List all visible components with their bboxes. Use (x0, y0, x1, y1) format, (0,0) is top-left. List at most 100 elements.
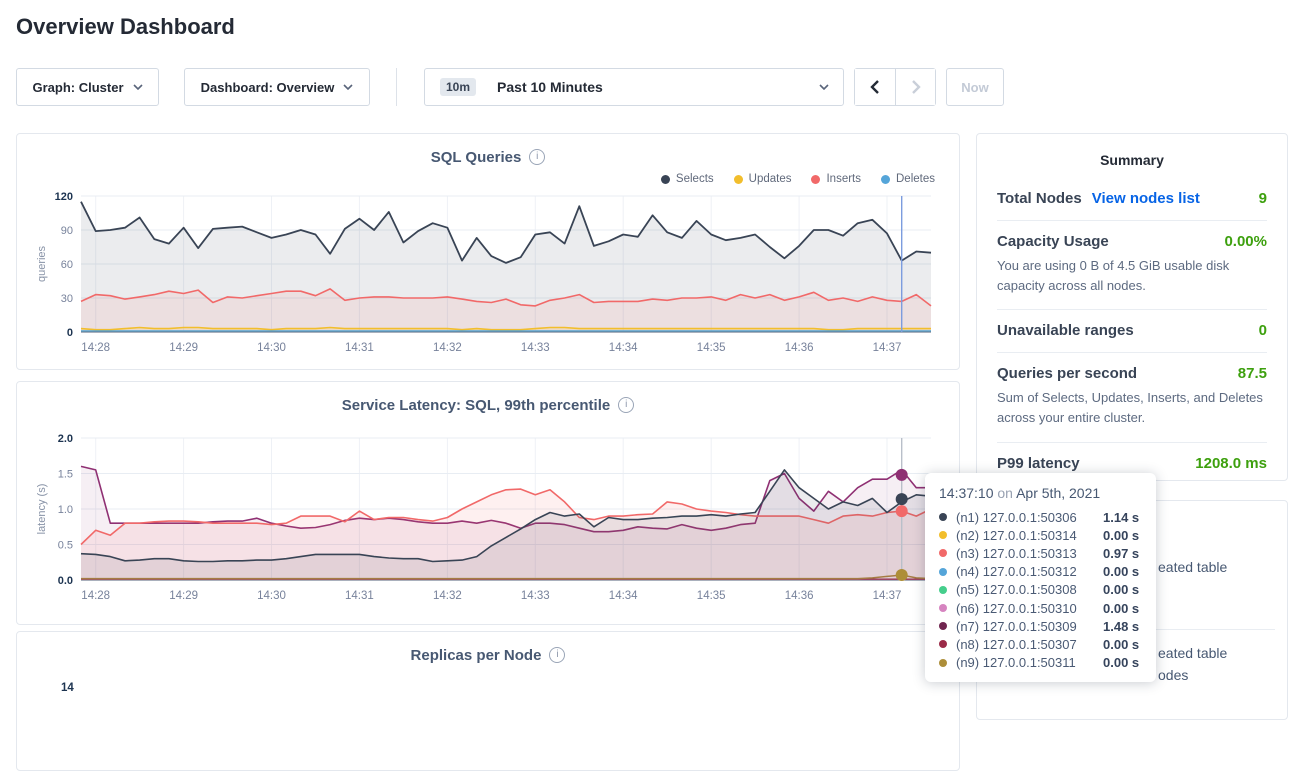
time-prev-button[interactable] (855, 69, 895, 105)
summary-card: Summary Total Nodes View nodes list 9 Ca… (976, 133, 1288, 481)
node-color-dot (939, 531, 947, 540)
svg-text:0.0: 0.0 (58, 575, 73, 587)
summary-row-capacity: Capacity Usage 0.00% You are using 0 B o… (997, 221, 1267, 311)
tooltip-node-row: (n6) 127.0.0.1:50310 0.00 s (939, 599, 1142, 617)
info-icon[interactable]: i (529, 149, 546, 165)
node-address: (n7) 127.0.0.1:50309 (956, 618, 1077, 634)
node-color-dot (939, 549, 947, 558)
tooltip-node-row: (n4) 127.0.0.1:50312 0.00 s (939, 563, 1142, 581)
svg-text:14:35: 14:35 (697, 590, 726, 602)
node-color-dot (939, 513, 947, 522)
legend-dot (733, 174, 743, 184)
svg-text:14:32: 14:32 (433, 590, 462, 602)
legend-dot (811, 174, 821, 184)
summary-row-unavailable-ranges: Unavailable ranges 0 (997, 310, 1267, 354)
node-address: (n2) 127.0.0.1:50314 (956, 527, 1077, 543)
summary-value: 87.5 (1237, 365, 1267, 383)
node-latency-value: 0.00 s (1103, 636, 1140, 652)
node-latency-value: 0.00 s (1103, 655, 1140, 671)
svg-text:90: 90 (61, 225, 73, 237)
graph-dropdown[interactable]: Graph: Cluster (16, 68, 159, 106)
summary-label: Queries per second (997, 365, 1138, 383)
legend-dot (881, 174, 890, 184)
svg-text:0: 0 (67, 327, 73, 339)
summary-value: 9 (1258, 190, 1267, 207)
graph-dropdown-label: Graph: Cluster (32, 79, 124, 95)
node-latency-value: 1.48 s (1103, 618, 1140, 634)
svg-text:14:29: 14:29 (169, 342, 198, 354)
svg-text:14:35: 14:35 (697, 342, 726, 354)
time-now-button[interactable]: Now (946, 68, 1004, 106)
tooltip-node-row: (n9) 127.0.0.1:50311 0.00 s (939, 654, 1142, 672)
node-latency-value: 0.00 s (1103, 582, 1140, 598)
node-color-dot (939, 640, 947, 649)
summary-desc: Sum of Selects, Updates, Inserts, and De… (997, 390, 1263, 426)
svg-text:14:31: 14:31 (345, 590, 374, 602)
service-latency-card: Service Latency: SQL, 99th percentile i … (16, 381, 960, 625)
info-icon[interactable]: i (549, 647, 566, 663)
legend-item-inserts[interactable]: Inserts (811, 173, 861, 185)
chevron-down-icon (343, 84, 353, 90)
replicas-per-node-card: Replicas per Node i 14 (16, 631, 960, 771)
legend-label: Inserts (826, 173, 861, 185)
legend-label: Updates (748, 173, 792, 185)
node-address: (n8) 127.0.0.1:50307 (956, 636, 1077, 652)
info-icon[interactable]: i (618, 397, 635, 413)
svg-text:60: 60 (61, 259, 73, 271)
node-latency-value: 1.14 s (1103, 509, 1140, 525)
svg-text:14:37: 14:37 (873, 342, 902, 354)
sql-queries-card: SQL Queries i Selects Updates Inserts Delet… (16, 133, 960, 370)
summary-label: P99 latency (997, 454, 1080, 472)
svg-text:0.5: 0.5 (58, 540, 73, 552)
svg-text:2.0: 2.0 (58, 433, 73, 445)
summary-value: 0.00% (1224, 233, 1267, 250)
sql-queries-chart[interactable]: 14:28 14:29 14:30 14:31 14:32 14:33 14:34 14:35… (33, 188, 945, 358)
svg-text:120: 120 (55, 191, 73, 203)
summary-label: Total Nodes (997, 190, 1082, 207)
node-latency-value: 0.00 s (1103, 527, 1140, 543)
node-latency-value: 0.00 s (1103, 564, 1140, 580)
node-address: (n5) 127.0.0.1:50308 (956, 582, 1077, 598)
summary-label: Unavailable ranges (997, 322, 1134, 340)
time-range-selector[interactable]: 10m Past 10 Minutes (424, 68, 844, 106)
dashboard-dropdown[interactable]: Dashboard: Overview (184, 68, 370, 106)
service-latency-title: Service Latency: SQL, 99th percentile (341, 396, 611, 414)
legend-item-selects[interactable]: Selects (660, 173, 714, 185)
node-address: (n1) 127.0.0.1:50306 (956, 509, 1077, 525)
page-title: Overview Dashboard (16, 14, 235, 39)
chevron-down-icon (132, 84, 143, 90)
view-nodes-list-link[interactable]: View nodes list (1091, 190, 1200, 207)
legend-item-updates[interactable]: Updates (733, 173, 792, 185)
svg-text:14:34: 14:34 (609, 590, 638, 602)
time-nav-group (854, 68, 936, 106)
legend-item-deletes[interactable]: Deletes (881, 173, 935, 185)
event-item: eated table (1158, 559, 1228, 575)
tooltip-node-row: (n7) 127.0.0.1:50309 1.48 s (939, 617, 1142, 635)
svg-text:14:30: 14:30 (257, 342, 286, 354)
chevron-down-icon (819, 84, 829, 90)
node-color-dot (939, 567, 947, 576)
controls-divider (396, 68, 397, 106)
tooltip-timestamp: 14:37:10 on Apr 5th, 2021 (939, 485, 1101, 501)
summary-value: 1208.0 ms (1195, 454, 1267, 472)
summary-row-total-nodes: Total Nodes View nodes list 9 (997, 178, 1267, 221)
time-next-button[interactable] (895, 69, 935, 105)
svg-text:14:32: 14:32 (433, 342, 462, 354)
tooltip-node-row: (n8) 127.0.0.1:50307 0.00 s (939, 635, 1142, 653)
svg-text:14:28: 14:28 (81, 590, 110, 602)
chart-hover-tooltip: 14:37:10 on Apr 5th, 2021 (n1) 127.0.0.1… (925, 473, 1156, 682)
node-color-dot (939, 658, 947, 667)
svg-text:queries: queries (36, 245, 48, 282)
node-latency-value: 0.97 s (1103, 545, 1140, 561)
chevron-right-icon (911, 80, 921, 94)
service-latency-chart[interactable]: 14:28 14:29 14:30 14:31 14:32 14:33 14:34 14:35… (33, 430, 945, 606)
chevron-left-icon (870, 80, 879, 94)
svg-text:14:36: 14:36 (785, 590, 814, 602)
summary-row-p99-latency: P99 latency 1208.0 ms (997, 443, 1267, 485)
legend-label: Deletes (896, 173, 935, 185)
time-now-label: Now (961, 79, 989, 95)
legend-dot (660, 174, 670, 184)
node-address: (n6) 127.0.0.1:50310 (956, 600, 1077, 616)
svg-text:14:36: 14:36 (785, 342, 814, 354)
tooltip-node-row: (n3) 127.0.0.1:50313 0.97 s (939, 544, 1142, 562)
